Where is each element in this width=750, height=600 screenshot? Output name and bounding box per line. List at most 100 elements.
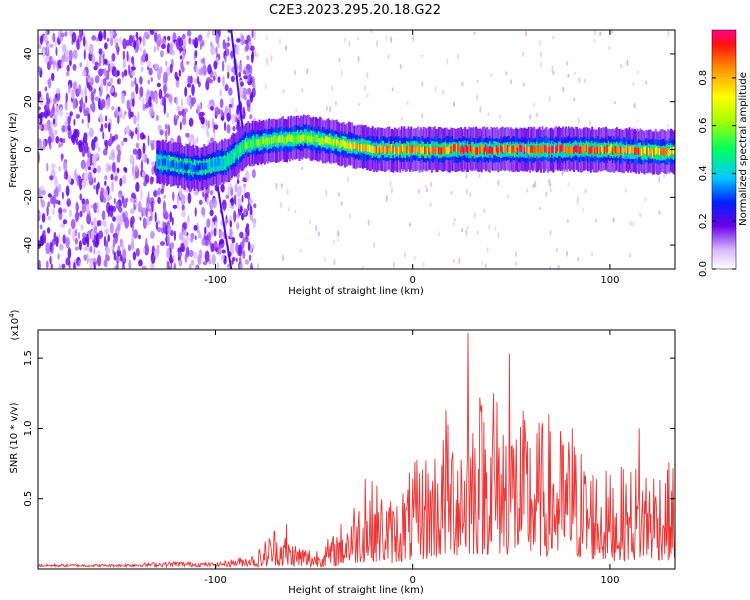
noise-cell: [59, 106, 63, 118]
noise-cell: [632, 82, 635, 87]
noise-cell: [90, 229, 95, 241]
colorbar-label: Normalized spectral amplitude: [738, 72, 749, 226]
noise-cell: [184, 252, 188, 263]
ridge-cell: [439, 147, 442, 155]
noise-cell: [157, 33, 162, 46]
ridge-cell: [533, 145, 536, 154]
noise-cell: [156, 44, 160, 52]
noise-cell: [233, 210, 237, 223]
noise-cell: [149, 215, 153, 222]
y-tick-label: 0.5: [23, 491, 34, 507]
noise-cell: [213, 60, 218, 70]
noise-cell: [138, 95, 142, 101]
noise-cell: [84, 86, 87, 98]
snr-scale-label: (x104): [8, 309, 21, 340]
noise-cell: [286, 189, 289, 195]
noise-cell: [176, 105, 181, 113]
noise-cell: [95, 140, 99, 149]
noise-cell: [186, 96, 191, 104]
ridge-cell: [478, 147, 480, 155]
ridge-cell: [613, 145, 616, 153]
ridge-cell: [494, 147, 497, 155]
ridge-cell: [335, 139, 338, 147]
noise-cell: [227, 186, 230, 198]
noise-cell: [39, 111, 45, 118]
ridge-cell: [651, 149, 654, 157]
spectral-streak: [214, 173, 233, 269]
ridge-cell: [186, 163, 189, 171]
ridge-cell: [584, 144, 587, 152]
noise-cell: [98, 219, 102, 227]
noise-cell: [214, 106, 220, 117]
noise-cell: [222, 75, 225, 88]
ridge-cell: [375, 145, 378, 153]
noise-cell: [249, 45, 255, 52]
ridge-cell: [157, 159, 160, 167]
noise-cell: [497, 180, 500, 186]
noise-cell: [142, 134, 146, 140]
ridge-cell: [473, 146, 476, 155]
noise-cell: [38, 259, 41, 269]
noise-cell: [476, 230, 479, 235]
noise-cell: [200, 101, 203, 110]
ridge-cell: [407, 146, 410, 154]
noise-cell: [103, 68, 108, 77]
noise-cell: [175, 96, 178, 106]
ridge-cell: [609, 146, 612, 154]
noise-cell: [497, 232, 500, 239]
y-tick-label: 20: [23, 95, 34, 108]
noise-cell: [169, 43, 173, 56]
noise-cell: [187, 192, 192, 204]
snr-frame: [37, 329, 676, 570]
noise-cell: [529, 114, 532, 120]
noise-cell: [202, 64, 207, 76]
noise-cell: [82, 36, 86, 47]
noise-cell: [132, 59, 135, 67]
ridge-cell: [330, 138, 333, 146]
ridge-cell: [574, 144, 577, 152]
noise-cell: [184, 108, 189, 113]
ridge-cell: [188, 162, 191, 170]
y-tick-label: 1.0: [23, 420, 34, 436]
noise-cell: [58, 142, 61, 149]
ridge-cell: [341, 140, 344, 148]
noise-cell: [143, 217, 146, 226]
noise-cell: [49, 256, 52, 265]
noise-cell: [48, 77, 52, 89]
noise-cell: [61, 263, 66, 269]
noise-cell: [213, 132, 216, 141]
noise-cell: [117, 114, 120, 125]
noise-cell: [93, 184, 96, 190]
noise-cell: [123, 137, 128, 142]
ridge-cell: [555, 146, 558, 154]
noise-cell: [176, 115, 180, 120]
ridge-cell: [371, 146, 374, 154]
ridge-cell: [460, 147, 462, 155]
ridge-cell: [647, 147, 650, 155]
noise-cell: [158, 88, 163, 100]
noise-cell: [52, 209, 55, 216]
noise-cell: [241, 194, 244, 203]
ridge-cell: [333, 139, 335, 147]
ridge-cell: [638, 148, 641, 156]
noise-cell: [104, 175, 108, 180]
noise-cell: [75, 137, 79, 146]
ridge-cell: [235, 148, 237, 156]
noise-cell: [61, 191, 64, 200]
noise-cell: [532, 183, 535, 189]
ridge-cell: [526, 146, 529, 154]
ridge-cell: [635, 147, 638, 155]
ridge-cell: [455, 144, 458, 152]
ridge-cell: [497, 147, 500, 155]
noise-cell: [243, 95, 248, 101]
ridge-cell: [410, 146, 413, 154]
noise-cell: [153, 190, 157, 197]
noise-cell: [483, 208, 486, 214]
noise-cell: [151, 200, 154, 212]
noise-cell: [142, 170, 146, 177]
ridge-cell: [275, 135, 278, 143]
noise-cell: [526, 188, 529, 193]
ridge-cell: [646, 148, 649, 156]
noise-cell: [81, 202, 87, 214]
noise-cell: [245, 43, 249, 52]
